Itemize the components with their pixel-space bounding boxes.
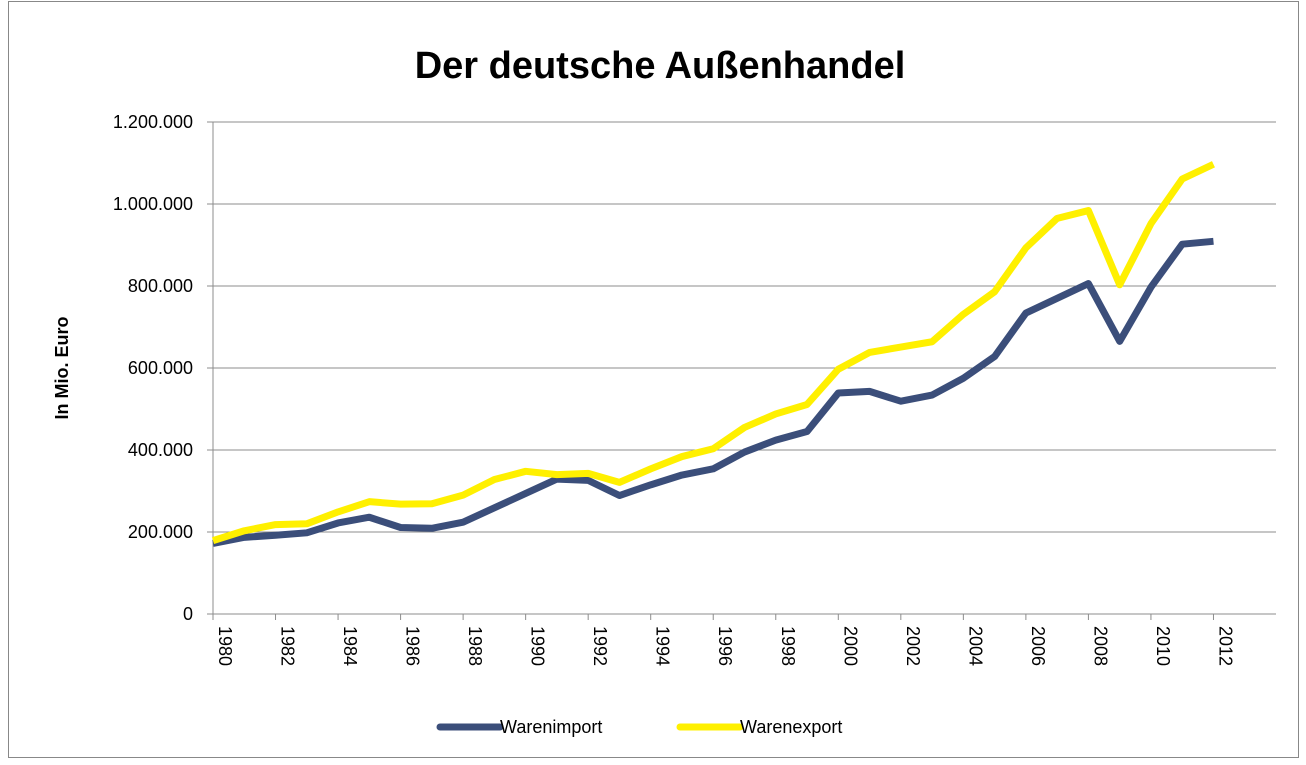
chart-border: [8, 1, 1299, 758]
x-tick-label: 1982: [278, 626, 298, 666]
x-tick-label: 1980: [215, 626, 235, 666]
x-tick-label: 1988: [465, 626, 485, 666]
x-tick-label: 1984: [340, 626, 360, 666]
x-tick-label: 2010: [1153, 626, 1173, 666]
x-tick-label: 2012: [1215, 626, 1235, 666]
x-tick-label: 1998: [778, 626, 798, 666]
y-axis-label: In Mio. Euro: [52, 317, 72, 420]
x-tick-label: 1996: [715, 626, 735, 666]
x-tick-label: 2006: [1028, 626, 1048, 666]
y-tick-label: 800.000: [128, 276, 193, 296]
y-tick-label: 0: [183, 604, 193, 624]
x-tick-label: 2000: [840, 626, 860, 666]
x-tick-label: 1992: [590, 626, 610, 666]
y-tick-label: 1.200.000: [113, 112, 193, 132]
y-tick-label: 200.000: [128, 522, 193, 542]
y-tick-label: 600.000: [128, 358, 193, 378]
x-tick-label: 2004: [965, 626, 985, 666]
x-tick-label: 2008: [1090, 626, 1110, 666]
y-tick-label: 400.000: [128, 440, 193, 460]
x-tick-label: 1990: [528, 626, 548, 666]
series-line: [212, 237, 1214, 547]
x-tick-label: 2002: [903, 626, 923, 666]
legend-label: Warenexport: [740, 717, 842, 737]
x-tick-label: 1994: [653, 626, 673, 666]
legend-label: Warenimport: [500, 717, 602, 737]
y-tick-label: 1.000.000: [113, 194, 193, 214]
chart-title: Der deutsche Außenhandel: [415, 45, 906, 87]
x-tick-label: 1986: [403, 626, 423, 666]
series-line: [211, 161, 1215, 544]
